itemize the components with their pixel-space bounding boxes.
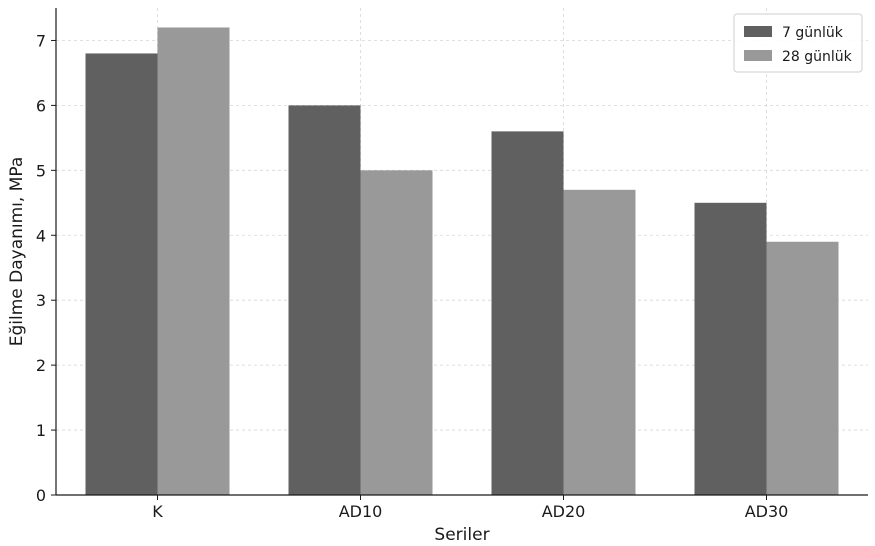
bar xyxy=(563,189,636,495)
y-tick-label: 0 xyxy=(36,486,46,505)
bar xyxy=(85,53,158,495)
bar xyxy=(157,27,230,495)
y-tick-label: 2 xyxy=(36,356,46,375)
bar xyxy=(288,105,361,496)
x-tick-label: AD20 xyxy=(542,502,586,521)
x-axis-title: Seriler xyxy=(434,525,489,545)
axes xyxy=(51,8,868,500)
legend-swatch xyxy=(744,50,772,61)
legend-swatch xyxy=(744,26,772,37)
x-tick-label: AD30 xyxy=(745,502,789,521)
bar xyxy=(360,170,433,496)
y-tick-label: 7 xyxy=(36,31,46,50)
legend-label: 28 günlük xyxy=(782,49,853,65)
x-tick-label: AD10 xyxy=(339,502,383,521)
y-tick-label: 6 xyxy=(36,96,46,115)
bar xyxy=(491,131,564,495)
legend: 7 günlük 28 günlük xyxy=(733,13,863,73)
y-tick-label: 1 xyxy=(36,421,46,440)
bar xyxy=(694,202,767,496)
y-axis-title: Eğilme Dayanımı, MPa xyxy=(7,157,27,347)
bars xyxy=(85,27,839,496)
y-tick-label: 4 xyxy=(36,226,46,245)
y-tick-label: 5 xyxy=(36,161,46,180)
x-tick-label: K xyxy=(152,502,163,521)
bar xyxy=(766,241,839,495)
y-tick-label: 3 xyxy=(36,291,46,310)
tick-labels: 0 1 2 3 4 5 6 7 K AD10 AD20 AD30 xyxy=(36,31,789,521)
legend-label: 7 günlük xyxy=(782,25,844,41)
